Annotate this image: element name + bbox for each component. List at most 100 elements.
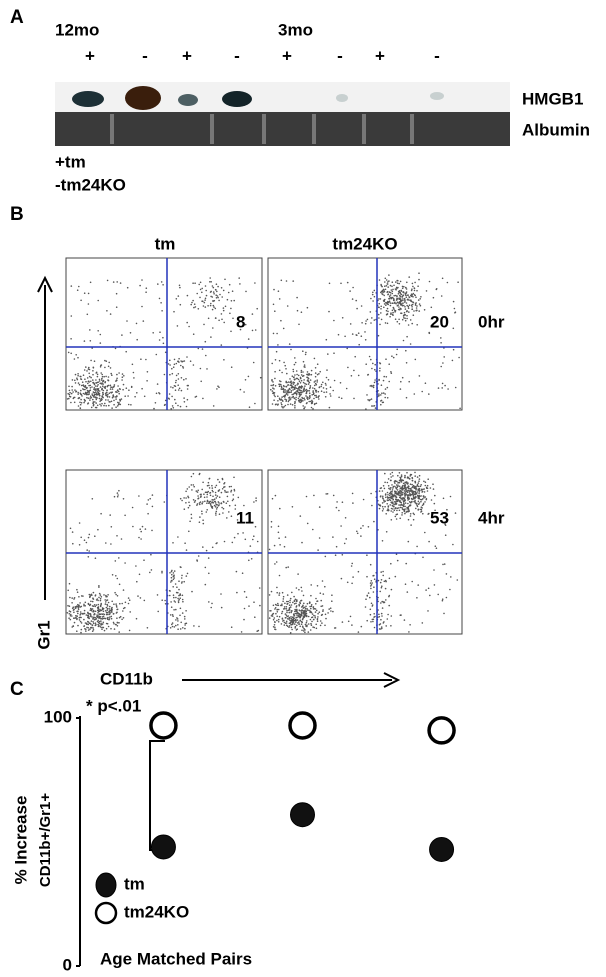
event-dot bbox=[369, 608, 372, 611]
event-dot bbox=[116, 405, 119, 407]
event-dot bbox=[298, 401, 301, 403]
event-dot bbox=[99, 386, 102, 388]
event-dot bbox=[214, 506, 217, 508]
event-dot bbox=[391, 502, 394, 505]
event-dot bbox=[94, 624, 97, 627]
event-dot bbox=[105, 394, 108, 397]
event-dot bbox=[384, 493, 387, 495]
event-dot bbox=[66, 612, 69, 614]
event-dot bbox=[182, 367, 185, 369]
key-label: -tm24KO bbox=[55, 175, 126, 194]
event-dot bbox=[96, 373, 99, 376]
event-dot bbox=[96, 614, 98, 616]
event-dot bbox=[396, 486, 399, 489]
event-dot bbox=[322, 593, 325, 595]
event-dot bbox=[356, 530, 358, 533]
event-dot bbox=[285, 380, 288, 383]
event-dot bbox=[402, 479, 405, 482]
event-dot bbox=[405, 294, 407, 297]
event-dot bbox=[289, 619, 291, 622]
event-dot bbox=[307, 615, 310, 618]
event-dot bbox=[387, 508, 389, 510]
event-dot bbox=[393, 503, 396, 506]
event-dot bbox=[307, 389, 309, 392]
event-dot bbox=[307, 631, 310, 633]
event-dot bbox=[175, 608, 177, 611]
event-dot bbox=[392, 501, 394, 504]
event-dot bbox=[102, 383, 104, 385]
event-dot bbox=[230, 307, 232, 310]
event-dot bbox=[99, 594, 102, 596]
event-dot bbox=[120, 538, 123, 540]
event-dot bbox=[254, 525, 257, 528]
event-dot bbox=[366, 619, 369, 622]
event-dot bbox=[300, 374, 303, 376]
event-dot bbox=[251, 313, 254, 315]
event-dot bbox=[193, 485, 195, 488]
event-dot bbox=[268, 548, 271, 551]
event-dot bbox=[372, 300, 374, 302]
event-dot bbox=[452, 348, 455, 351]
event-dot bbox=[73, 621, 76, 624]
event-dot bbox=[255, 497, 257, 499]
event-dot bbox=[235, 570, 238, 573]
event-dot bbox=[76, 289, 79, 292]
event-dot bbox=[97, 607, 99, 610]
event-dot bbox=[205, 491, 208, 494]
event-dot bbox=[77, 608, 80, 610]
event-dot bbox=[430, 499, 433, 501]
event-dot bbox=[223, 540, 226, 543]
event-dot bbox=[407, 294, 409, 297]
event-dot bbox=[115, 406, 117, 409]
event-dot bbox=[212, 300, 214, 302]
event-dot bbox=[272, 303, 275, 306]
event-dot bbox=[295, 393, 298, 396]
event-dot bbox=[380, 283, 382, 286]
event-dot bbox=[292, 395, 295, 398]
event-dot bbox=[169, 359, 171, 362]
event-dot bbox=[87, 612, 89, 615]
event-dot bbox=[305, 621, 308, 624]
event-dot bbox=[398, 291, 401, 294]
event-dot bbox=[414, 281, 416, 284]
event-dot bbox=[320, 390, 323, 393]
event-dot bbox=[313, 626, 316, 629]
event-dot bbox=[133, 377, 135, 379]
event-dot bbox=[407, 307, 410, 310]
event-dot bbox=[196, 292, 198, 295]
event-dot bbox=[357, 631, 360, 633]
event-dot bbox=[316, 379, 319, 382]
event-dot bbox=[442, 362, 444, 364]
event-dot bbox=[301, 609, 304, 612]
event-dot bbox=[75, 390, 78, 393]
event-dot bbox=[79, 616, 81, 619]
event-dot bbox=[284, 364, 287, 367]
event-dot bbox=[199, 296, 201, 299]
event-dot bbox=[150, 553, 152, 556]
event-dot bbox=[204, 566, 207, 569]
event-dot bbox=[357, 374, 360, 377]
event-dot bbox=[77, 393, 79, 395]
event-dot bbox=[389, 304, 392, 307]
event-dot bbox=[188, 530, 190, 533]
event-dot bbox=[417, 503, 420, 506]
event-dot bbox=[408, 299, 410, 301]
event-dot bbox=[272, 626, 275, 628]
event-dot bbox=[283, 385, 285, 388]
event-dot bbox=[218, 299, 220, 302]
event-dot bbox=[407, 502, 409, 505]
event-dot bbox=[239, 328, 242, 331]
event-dot bbox=[80, 595, 83, 597]
event-dot bbox=[233, 299, 235, 302]
event-dot bbox=[306, 608, 308, 610]
event-dot bbox=[215, 497, 218, 499]
event-dot bbox=[183, 378, 185, 381]
event-dot bbox=[428, 512, 430, 515]
event-dot bbox=[283, 390, 285, 392]
event-dot bbox=[419, 495, 421, 498]
event-dot bbox=[90, 614, 92, 616]
event-dot bbox=[417, 500, 420, 503]
event-dot bbox=[283, 396, 286, 398]
event-dot bbox=[387, 478, 390, 480]
event-dot bbox=[294, 361, 297, 364]
